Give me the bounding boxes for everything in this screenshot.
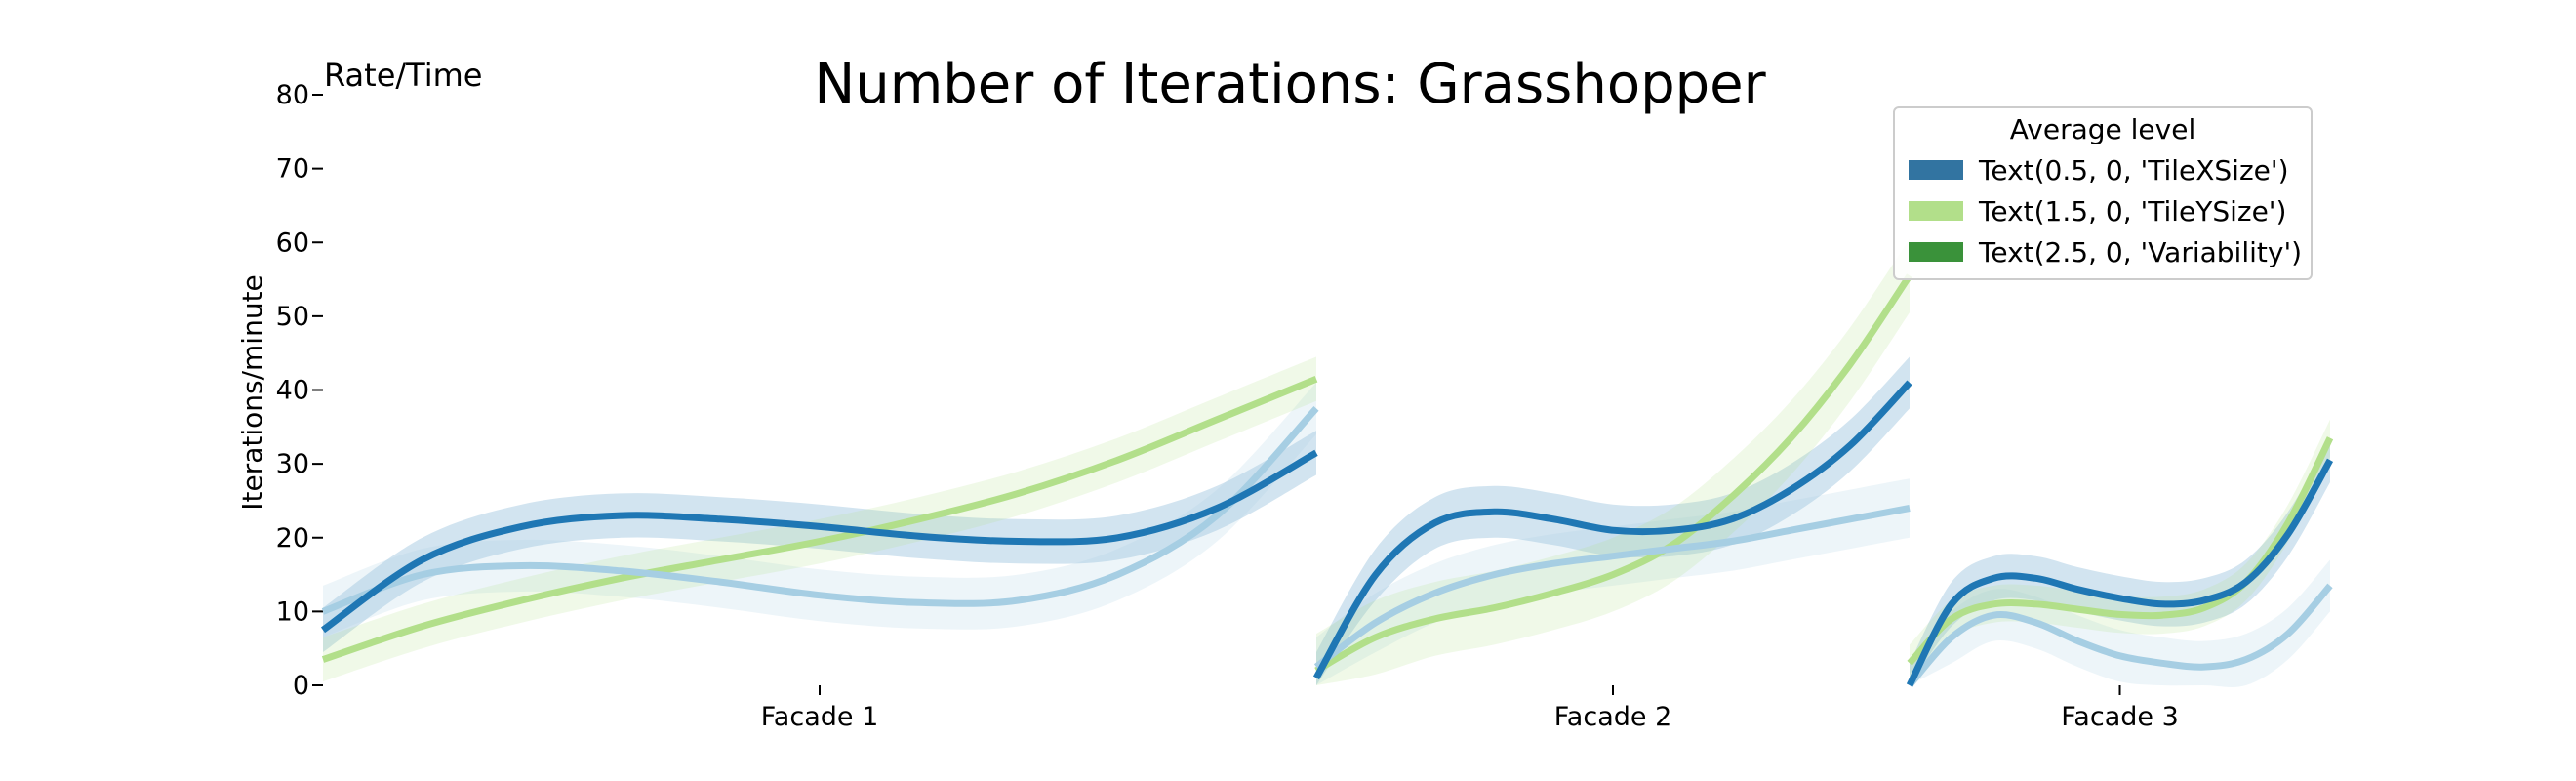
series-line-light-green — [1907, 436, 2334, 666]
confidence-band — [323, 356, 1316, 682]
series-line-light-green — [1314, 273, 1912, 674]
series-line-light-blue — [321, 406, 1319, 615]
series-line-light-green — [321, 375, 1318, 663]
confidence-band — [323, 382, 1316, 637]
x-tick-label: Facade 3 — [2061, 702, 2179, 732]
legend-label: Text(0.5, 0, 'TileXSize') — [1978, 154, 2289, 186]
series-line-light-blue — [1313, 505, 1911, 670]
legend-swatch — [1909, 242, 1963, 262]
legend-label: Text(2.5, 0, 'Variability') — [1978, 236, 2302, 268]
confidence-band — [1910, 559, 2330, 687]
confidence-band — [1316, 478, 1910, 685]
y-axis-label: Iterations/minute — [236, 274, 268, 511]
legend-label: Text(1.5, 0, 'TileYSize') — [1978, 195, 2286, 227]
series-line-dark-blue — [320, 449, 1318, 634]
y-tick-label: 0 — [293, 671, 309, 701]
series-line-dark-blue — [1312, 380, 1912, 680]
x-tick-label: Facade 1 — [761, 702, 879, 732]
x-tick-label: Facade 2 — [1554, 702, 1672, 732]
x-axis: Facade 1 Facade 2 Facade 3 — [761, 685, 2179, 732]
y-tick-label: 10 — [276, 596, 309, 627]
y-tick-label: 20 — [276, 523, 309, 554]
confidence-band — [1316, 356, 1910, 685]
confidence-band — [1910, 437, 2330, 685]
legend: Average level Text(0.5, 0, 'TileXSize') T… — [1893, 106, 2313, 280]
series-line-dark-blue — [1906, 458, 2334, 687]
series-lines — [320, 273, 2334, 688]
y-tick-label: 60 — [276, 227, 309, 258]
series-line-light-blue — [1907, 583, 2333, 688]
y-tick-label: 30 — [276, 449, 309, 479]
legend-title: Average level — [2010, 113, 2195, 145]
legend-swatch — [1909, 201, 1963, 221]
y-tick-label: 40 — [276, 376, 309, 406]
y-tick-label: 80 — [276, 80, 309, 110]
legend-frame — [1893, 106, 2313, 280]
legend-swatch — [1909, 160, 1963, 180]
y-tick-label: 50 — [276, 302, 309, 332]
y-tick-label: 70 — [276, 154, 309, 185]
chart-title: Number of Iterations: Grasshopper — [814, 53, 1766, 116]
corner-label: Rate/Time — [324, 57, 482, 94]
y-axis: 0 10 20 30 40 50 60 70 80 — [276, 80, 323, 701]
